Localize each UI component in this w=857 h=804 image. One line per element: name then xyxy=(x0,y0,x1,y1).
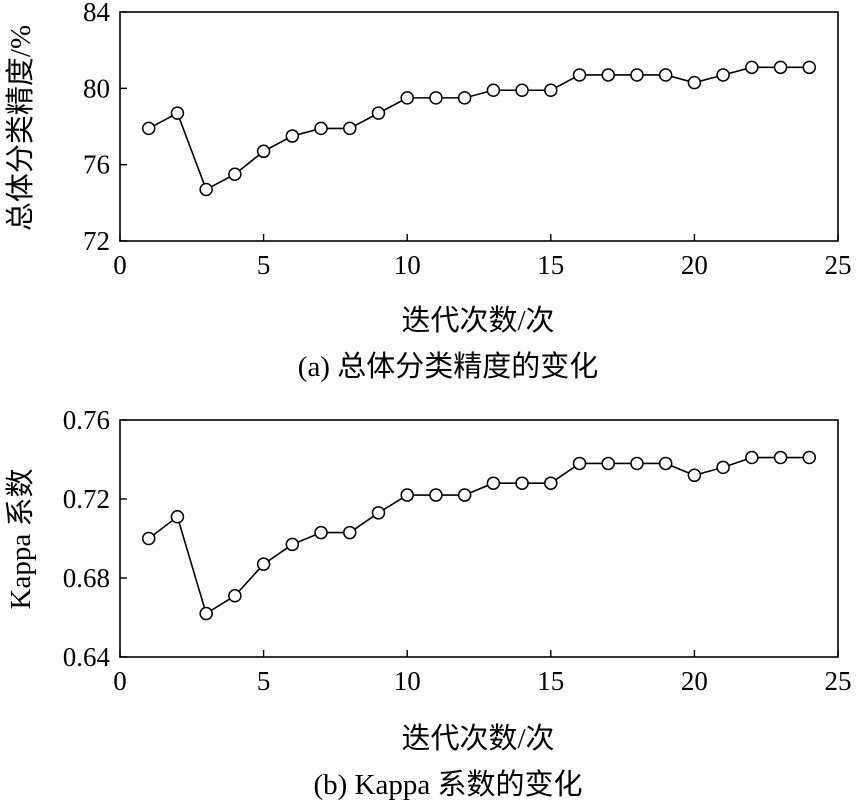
chart-b-xtick-label: 25 xyxy=(825,666,852,696)
chart-b-data-point xyxy=(400,488,414,502)
chart-a-ytick-label: 84 xyxy=(83,0,111,27)
chart-a-data-point xyxy=(658,68,673,82)
chart-a-data-point xyxy=(745,60,759,75)
chart-a-data-point xyxy=(601,68,615,82)
chart-a-data-point xyxy=(802,60,817,75)
chart-a-data-point xyxy=(228,167,242,181)
chart-a-data-point xyxy=(256,144,271,159)
chart-b-data-point xyxy=(199,606,213,621)
chart-a-xtick-label: 20 xyxy=(681,250,708,280)
chart-a-data-point xyxy=(515,83,529,97)
chart-b-ytick-label: 0.72 xyxy=(63,484,110,514)
chart-a-data-point xyxy=(400,91,414,105)
chart-b: 0 5 10 15 20 25 0.64 0.68 0.72 0.76 迭代次数/次 Kappa … xyxy=(4,405,852,801)
chart-b-data-point xyxy=(658,456,673,471)
chart-a: 0 5 10 15 20 25 72 76 80 84 迭代次数/次 总体分类精度/% (a) 总… xyxy=(4,0,852,383)
chart-a-data-point xyxy=(716,68,730,82)
chart-b-data-point xyxy=(457,488,472,502)
chart-a-data-point xyxy=(429,91,443,105)
chart-a-data-point xyxy=(199,182,213,197)
chart-b-data-point xyxy=(802,450,817,465)
chart-a-data-point xyxy=(687,75,702,90)
chart-a-data-point xyxy=(486,83,501,97)
chart-b-data-point xyxy=(773,450,788,465)
chart-a-xtick-label: 15 xyxy=(537,250,564,280)
chart-a-xtick-label: 0 xyxy=(113,250,127,280)
chart-b-data-point xyxy=(314,525,328,540)
chart-b-ytick-label: 0.64 xyxy=(63,642,111,672)
chart-a-ylabel: 总体分类精度/% xyxy=(4,25,37,231)
chart-b-xtick-label: 0 xyxy=(113,666,127,696)
chart-b-ytick-label: 0.76 xyxy=(63,405,110,435)
chart-a-data-point xyxy=(572,68,587,82)
chart-b-data-point xyxy=(716,460,730,475)
chart-b-series-line xyxy=(148,456,810,615)
chart-a-xlabel: 迭代次数/次 xyxy=(401,304,554,337)
chart-b-data-point xyxy=(486,476,501,490)
chart-a-ytick-label: 76 xyxy=(83,150,110,180)
chart-b-xlabel: 迭代次数/次 xyxy=(401,722,554,755)
chart-b-data-point xyxy=(515,476,529,490)
chart-a-ytick-label: 72 xyxy=(83,226,110,256)
chart-a-data-point xyxy=(170,106,185,120)
chart-a-data-point xyxy=(773,60,788,75)
chart-b-data-point xyxy=(544,476,558,490)
chart-a-data-point xyxy=(630,68,644,82)
chart-a-series-line xyxy=(148,66,810,191)
chart-b-data-point xyxy=(687,468,702,483)
chart-b-data-point xyxy=(371,506,386,520)
chart-a-data-point xyxy=(141,121,156,136)
chart-b-ylabel: Kappa 系数 xyxy=(4,469,37,610)
chart-b-data-point xyxy=(745,450,759,465)
chart-a-data-point xyxy=(457,91,472,105)
chart-b-data-point xyxy=(141,531,156,546)
chart-b-data-point xyxy=(429,488,443,502)
chart-a-ytick-label: 80 xyxy=(83,73,110,103)
chart-a-data-point xyxy=(343,121,357,136)
chart-b-xtick-label: 10 xyxy=(394,666,421,696)
chart-b-data-point xyxy=(256,557,271,571)
chart-a-xtick-label: 25 xyxy=(825,250,852,280)
chart-a-plot-frame xyxy=(119,11,839,242)
chart-b-data-point xyxy=(601,456,615,471)
chart-a-xtick-label: 10 xyxy=(394,250,421,280)
chart-a-caption: (a) 总体分类精度的变化 xyxy=(298,350,598,383)
chart-b-plot-frame xyxy=(119,419,839,658)
chart-b-data-point xyxy=(572,456,587,471)
chart-a-xtick-label: 5 xyxy=(257,250,271,280)
chart-b-xtick-label: 5 xyxy=(257,666,271,696)
chart-a-data-point xyxy=(544,83,558,97)
chart-b-ytick-label: 0.68 xyxy=(63,563,110,593)
chart-a-data-point xyxy=(285,129,300,143)
chart-b-data-point xyxy=(170,510,185,524)
chart-b-caption: (b) Kappa 系数的变化 xyxy=(313,768,582,801)
chart-b-data-point xyxy=(228,589,242,603)
chart-b-data-point xyxy=(630,456,644,471)
chart-b-xtick-label: 15 xyxy=(537,666,564,696)
chart-a-data-point xyxy=(314,121,328,136)
chart-a-data-point xyxy=(371,106,386,120)
chart-b-xtick-label: 20 xyxy=(681,666,708,696)
chart-b-data-point xyxy=(343,525,357,540)
chart-b-data-point xyxy=(285,537,300,552)
chart-a-plot: 0 5 10 15 20 25 72 76 80 84 xyxy=(83,0,852,280)
chart-b-plot: 0 5 10 15 20 25 0.64 0.68 0.72 0.76 xyxy=(63,405,852,696)
